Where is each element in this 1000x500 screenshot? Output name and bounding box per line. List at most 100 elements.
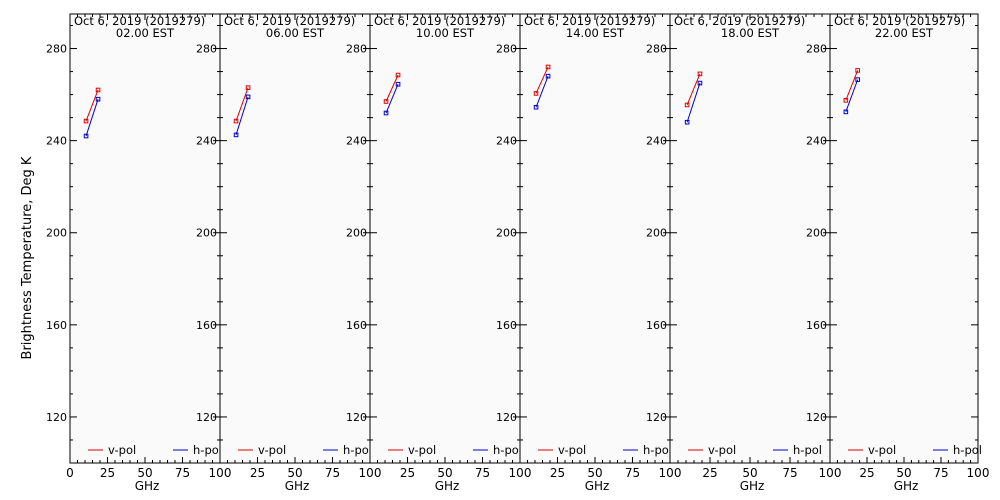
x-tick-label: 25 [400,466,415,480]
panel-subtitle: 10.00 EST [416,26,475,40]
legend-h-pol-label: h-pol [643,443,672,457]
x-tick-label: 25 [550,466,565,480]
v-pol-line [385,74,399,102]
v-pol-point [383,99,389,104]
y-tick-label: 280 [46,43,67,56]
plot-frame [829,13,979,464]
legend-h-pol-label: h-pol [953,443,982,457]
x-tick-label: 50 [742,466,757,480]
x-tick-label: 75 [933,466,948,480]
v-pol-line [686,73,701,106]
panel-2: Oct 6, 2019 (2019279)06.00 EST 25 50 75 100 G… [196,13,382,493]
x-tick-label: 75 [475,466,490,480]
y-tick-label: 160 [196,319,217,332]
y-tick-label: 160 [806,319,827,332]
x-tick-label: 25 [100,466,115,480]
y-tick-label: 120 [196,411,217,424]
legend-v-pol-label: v-pol [708,443,736,457]
legend-v-pol-label: v-pol [408,443,436,457]
panel-subtitle: 22.00 EST [875,26,934,40]
x-tick-label: 75 [325,466,340,480]
y-tick-label: 240 [346,135,367,148]
legend-v-pol-label: v-pol [108,443,136,457]
v-pol-point [83,118,89,124]
v-pol-line [235,87,249,122]
x-axis-label: GHz [135,479,160,493]
legend-h-pol-label: h-pol [793,443,822,457]
x-tick-label: 100 [967,466,990,480]
panel-title: Oct 6, 2019 (2019279) [74,14,205,28]
x-tick-label: 50 [587,466,602,480]
v-pol-point [233,118,239,124]
x-tick-label: 75 [175,466,190,480]
h-pol-line [235,96,249,136]
y-tick-label: 160 [46,319,67,332]
h-pol-point [697,80,703,86]
y-tick-label: 160 [646,319,667,332]
panel-4: Oct 6, 2019 (2019279)14.00 EST 25 50 75 100 G… [496,13,682,493]
x-tick-label: 50 [287,466,302,480]
h-pol-line [845,79,859,113]
x-tick-label: 100 [659,466,682,480]
y-tick-label: 200 [496,227,517,240]
x-tick-label: 25 [859,466,874,480]
v-pol-line [845,70,859,101]
x-tick-label: 75 [625,466,640,480]
y-tick-label: 240 [46,135,67,148]
y-tick-label: 280 [496,43,517,56]
panel-subtitle: 18.00 EST [721,26,780,40]
legend-v-pol-label: v-pol [258,443,286,457]
plot-frame [69,13,221,464]
panel-title: Oct 6, 2019 (2019279) [524,14,655,28]
x-tick-label: 75 [782,466,797,480]
y-tick-label: 280 [196,43,217,56]
x-tick-label: 100 [509,466,532,480]
h-pol-line [385,84,399,114]
x-tick-label: 100 [209,466,232,480]
x-axis-label: GHz [435,479,460,493]
panel-1: Oct 6, 2019 (2019279)02.00 EST 0 25 50 75 100… [46,13,232,493]
legend-v-pol-label: v-pol [868,443,896,457]
h-pol-point [545,73,551,79]
x-tick-label: 100 [819,466,842,480]
y-tick-label: 280 [346,43,367,56]
x-tick-label: 50 [137,466,152,480]
x-axis-label: GHz [894,479,919,493]
y-tick-label: 240 [806,135,827,148]
panel-title: Oct 6, 2019 (2019279) [374,14,505,28]
y-tick-label: 200 [646,227,667,240]
v-pol-point [843,98,849,103]
h-pol-point [533,104,539,110]
h-pol-point [245,94,251,100]
panel-title: Oct 6, 2019 (2019279) [674,14,805,28]
v-pol-point [95,87,101,93]
y-axis-label: Brightness Temperature, Deg K [20,156,35,359]
x-tick-label: 25 [250,466,265,480]
h-pol-point [395,81,401,87]
panel-subtitle: 06.00 EST [266,26,325,40]
x-tick-label: 25 [702,466,717,480]
x-axis-label: GHz [740,479,765,493]
y-tick-label: 120 [346,411,367,424]
v-pol-point [533,91,539,96]
v-pol-point [697,71,703,77]
x-axis-label: GHz [585,479,610,493]
x-axis-label: GHz [285,479,310,493]
y-tick-label: 160 [496,319,517,332]
v-pol-point [395,72,401,78]
v-pol-point [855,68,860,73]
v-pol-point [245,85,251,90]
y-tick-label: 280 [806,43,827,56]
h-pol-point [83,133,89,139]
y-tick-label: 200 [346,227,367,240]
panel-subtitle: 14.00 EST [566,26,625,40]
x-tick-label: 100 [359,466,382,480]
y-tick-label: 200 [196,227,217,240]
y-tick-label: 280 [646,43,667,56]
plot-frame [669,13,831,464]
panel-3: Oct 6, 2019 (2019279)10.00 EST 25 50 75 100 G… [346,13,532,493]
panel-title: Oct 6, 2019 (2019279) [224,14,355,28]
legend-v-pol-label: v-pol [558,443,586,457]
